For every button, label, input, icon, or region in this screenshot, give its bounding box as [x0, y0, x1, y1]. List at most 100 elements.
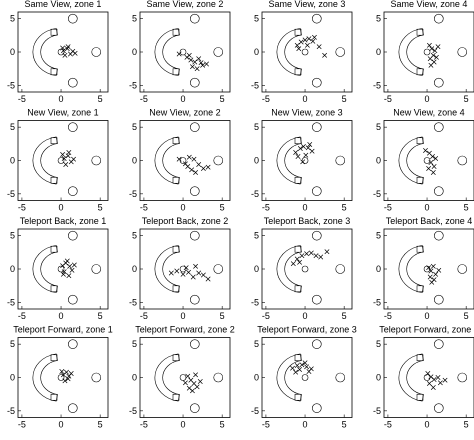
point — [436, 267, 442, 273]
landmark — [91, 264, 102, 274]
arena-box — [50, 68, 58, 76]
point — [304, 364, 310, 370]
landmark — [311, 339, 322, 349]
point — [198, 60, 204, 66]
arena-box — [50, 285, 58, 293]
x-tick-label: -5 — [18, 311, 26, 321]
point — [437, 380, 443, 386]
arena-arc — [154, 353, 180, 402]
x-tick-label: 5 — [464, 420, 469, 430]
point — [307, 142, 313, 147]
y-tick-label: 5 — [376, 231, 381, 241]
point — [295, 154, 301, 159]
point — [182, 380, 188, 386]
point — [186, 154, 192, 160]
point — [66, 150, 72, 155]
landmark — [67, 339, 78, 349]
landmark — [457, 155, 468, 166]
landmark — [213, 155, 224, 166]
center-marker — [57, 265, 65, 273]
point — [193, 170, 199, 175]
landmark — [189, 77, 200, 88]
x-tick-label: 0 — [425, 420, 430, 430]
x-tick-label: 5 — [464, 94, 469, 104]
point — [186, 269, 191, 275]
point — [432, 48, 438, 54]
landmark — [311, 77, 322, 88]
landmark — [91, 155, 102, 166]
axes-box — [17, 120, 109, 201]
subplot-title: Same View, zone 2 — [147, 0, 224, 9]
point — [72, 50, 78, 56]
point — [306, 369, 312, 374]
point — [200, 272, 206, 278]
arena-box — [172, 285, 180, 293]
point — [185, 373, 191, 379]
landmark — [433, 403, 444, 413]
arena-box — [416, 354, 424, 362]
landmark — [189, 294, 200, 305]
point — [205, 276, 211, 282]
point — [309, 148, 315, 154]
landmark — [433, 339, 444, 349]
y-tick-label: -5 — [7, 80, 15, 90]
point — [306, 36, 312, 42]
x-tick-label: 5 — [464, 203, 469, 213]
point — [190, 274, 196, 280]
axes-box — [17, 11, 109, 93]
point — [427, 56, 433, 62]
point — [191, 156, 197, 162]
x-tick-label: 5 — [98, 203, 103, 213]
point — [294, 256, 300, 262]
y-tick-label: -5 — [129, 189, 137, 199]
y-tick-label: -5 — [251, 189, 259, 199]
arena-box — [172, 245, 180, 253]
subplot-title: New View, zone 3 — [271, 108, 342, 118]
x-tick-label: 5 — [220, 203, 225, 213]
x-tick-label: 5 — [342, 203, 347, 213]
point — [186, 52, 192, 58]
point — [196, 270, 202, 276]
arena-arc — [398, 28, 424, 76]
subplot-title: New View, zone 4 — [393, 108, 464, 118]
x-tick-label: 0 — [425, 311, 430, 321]
y-tick-label: 0 — [254, 47, 259, 57]
y-tick-label: 5 — [254, 231, 259, 241]
point — [60, 48, 66, 54]
x-tick-label: 0 — [59, 94, 64, 104]
landmark — [311, 403, 322, 413]
point — [298, 39, 304, 45]
y-tick-label: 0 — [376, 156, 381, 166]
point — [62, 378, 68, 384]
center-marker — [423, 48, 431, 56]
x-tick-label: 5 — [220, 311, 225, 321]
center-marker — [57, 374, 65, 381]
x-tick-label: -5 — [140, 203, 148, 213]
point — [194, 66, 200, 72]
landmark — [91, 47, 102, 57]
x-tick-label: -5 — [140, 94, 148, 104]
x-tick-label: 5 — [342, 311, 347, 321]
center-marker — [57, 157, 65, 164]
point — [426, 265, 432, 271]
point — [67, 263, 73, 269]
subplot-title: New View, zone 2 — [149, 108, 220, 118]
point — [68, 371, 74, 376]
landmark — [67, 403, 78, 413]
point — [65, 44, 71, 50]
y-tick-label: 0 — [10, 47, 15, 57]
x-tick-label: 5 — [220, 420, 225, 430]
point — [433, 54, 439, 60]
x-tick-label: -5 — [262, 94, 270, 104]
point — [299, 253, 305, 259]
subplot: Same View, zone 4 -5 0 5 -5 0 5 — [373, 0, 474, 104]
point — [426, 42, 432, 48]
point — [302, 37, 308, 43]
y-tick-label: 5 — [10, 122, 15, 132]
landmark — [189, 403, 200, 413]
point — [297, 259, 303, 265]
landmark — [457, 372, 468, 383]
axes-box — [261, 228, 353, 310]
subplot: Teleport Back, zone 3 -5 0 5 -5 0 5 — [251, 216, 353, 321]
point — [302, 360, 308, 366]
